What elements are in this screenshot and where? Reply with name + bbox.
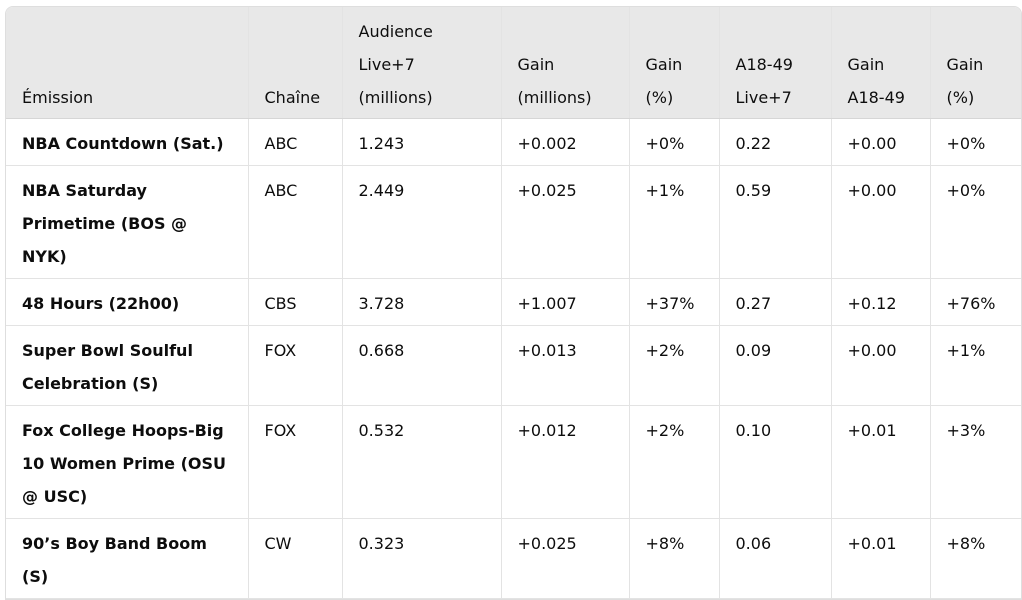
cell-gain-a1849: +0.12 <box>831 278 931 326</box>
cell-gain-percent: +2% <box>629 405 720 519</box>
cell-gain-a1849: +0.00 <box>831 118 931 166</box>
column-header-show: Émission <box>6 7 249 119</box>
column-header-audience-live7: Audience Live+7 (millions) <box>342 7 502 119</box>
cell-gain-millions: +0.013 <box>501 325 630 406</box>
cell-network: ABC <box>248 165 343 279</box>
column-header-network: Chaîne <box>248 7 343 119</box>
cell-show: 48 Hours (22h00) <box>6 278 249 326</box>
cell-show: NBA Saturday Primetime (BOS @ NYK) <box>6 165 249 279</box>
cell-gain-a1849: +0.00 <box>831 165 931 279</box>
table-row: Super Bowl Soulful Celebration (S) FOX 0.6… <box>6 325 1021 406</box>
cell-gain-a1849-percent: +8% <box>930 518 1021 599</box>
ratings-table-container: Émission Chaîne Audience Live+7 (millions)… <box>5 6 1022 600</box>
cell-gain-percent: +1% <box>629 165 720 279</box>
cell-gain-percent: +2% <box>629 325 720 406</box>
cell-a1849-live7: 0.06 <box>719 518 832 599</box>
cell-audience-live7: 1.243 <box>342 118 502 166</box>
cell-audience-live7: 0.323 <box>342 518 502 599</box>
column-header-gain-percent: Gain (%) <box>629 7 720 119</box>
cell-gain-millions: +0.025 <box>501 165 630 279</box>
cell-a1849-live7: 0.27 <box>719 278 832 326</box>
cell-gain-a1849: +0.00 <box>831 325 931 406</box>
cell-a1849-live7: 0.22 <box>719 118 832 166</box>
cell-network: ABC <box>248 118 343 166</box>
cell-show: Super Bowl Soulful Celebration (S) <box>6 325 249 406</box>
cell-network: FOX <box>248 325 343 406</box>
cell-gain-percent: +37% <box>629 278 720 326</box>
table-row: NBA Saturday Primetime (BOS @ NYK) ABC 2.4… <box>6 165 1021 279</box>
cell-a1849-live7: 0.09 <box>719 325 832 406</box>
cell-gain-a1849: +0.01 <box>831 518 931 599</box>
cell-a1849-live7: 0.59 <box>719 165 832 279</box>
cell-audience-live7: 3.728 <box>342 278 502 326</box>
cell-network: CW <box>248 518 343 599</box>
column-header-gain-a1849-percent: Gain (%) <box>930 7 1021 119</box>
table-header-row: Émission Chaîne Audience Live+7 (millions)… <box>6 7 1021 119</box>
cell-audience-live7: 2.449 <box>342 165 502 279</box>
cell-gain-millions: +1.007 <box>501 278 630 326</box>
cell-audience-live7: 0.668 <box>342 325 502 406</box>
cell-gain-a1849-percent: +3% <box>930 405 1021 519</box>
cell-network: FOX <box>248 405 343 519</box>
cell-gain-percent: +8% <box>629 518 720 599</box>
table-row: 48 Hours (22h00) CBS 3.728 +1.007 +37% 0.27 +0… <box>6 278 1021 326</box>
cell-gain-a1849-percent: +0% <box>930 118 1021 166</box>
cell-gain-a1849-percent: +76% <box>930 278 1021 326</box>
cell-gain-a1849-percent: +0% <box>930 165 1021 279</box>
table-row: 90’s Boy Band Boom (S) CW 0.323 +0.025 +8% 0.… <box>6 518 1021 599</box>
column-header-a1849-live7: A18-49 Live+7 <box>719 7 832 119</box>
cell-gain-percent: +0% <box>629 118 720 166</box>
cell-show: Fox College Hoops-Big 10 Women Prime (OS… <box>6 405 249 519</box>
ratings-table: Émission Chaîne Audience Live+7 (millions)… <box>6 7 1021 599</box>
column-header-gain-a1849: Gain A18-49 <box>831 7 931 119</box>
cell-network: CBS <box>248 278 343 326</box>
cell-gain-a1849-percent: +1% <box>930 325 1021 406</box>
cell-a1849-live7: 0.10 <box>719 405 832 519</box>
cell-gain-millions: +0.002 <box>501 118 630 166</box>
cell-show: NBA Countdown (Sat.) <box>6 118 249 166</box>
cell-gain-a1849: +0.01 <box>831 405 931 519</box>
cell-audience-live7: 0.532 <box>342 405 502 519</box>
column-header-gain-millions: Gain (millions) <box>501 7 630 119</box>
cell-gain-millions: +0.012 <box>501 405 630 519</box>
table-row: NBA Countdown (Sat.) ABC 1.243 +0.002 +0% 0.2… <box>6 118 1021 166</box>
table-row: Fox College Hoops-Big 10 Women Prime (OS… <box>6 405 1021 519</box>
cell-gain-millions: +0.025 <box>501 518 630 599</box>
cell-show: 90’s Boy Band Boom (S) <box>6 518 249 599</box>
